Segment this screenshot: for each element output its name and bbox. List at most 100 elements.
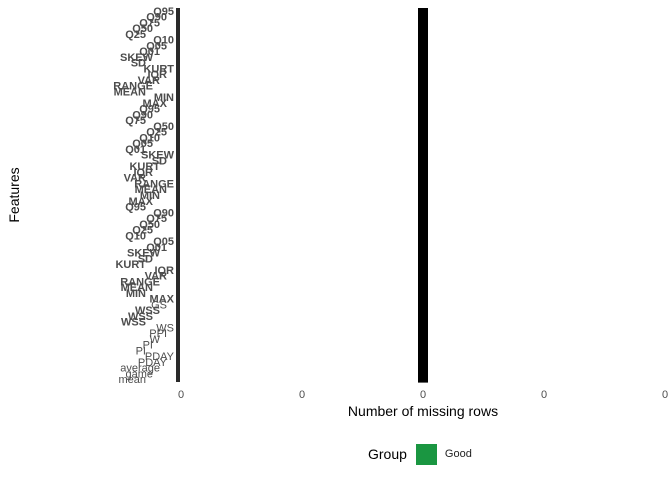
- y-tick-label: WSS: [121, 317, 146, 329]
- y-tick-label: Q05: [153, 236, 174, 248]
- y-tick-label: PI: [143, 340, 153, 352]
- bar: [418, 266, 428, 274]
- bar: [418, 255, 428, 262]
- bar: [418, 278, 428, 285]
- y-tick-label: MIN: [140, 190, 160, 202]
- bar: [418, 42, 428, 49]
- y-tick-label: Q10: [125, 230, 146, 242]
- bar: [418, 180, 428, 187]
- y-tick-label: IQR: [154, 265, 174, 277]
- bar: [418, 353, 428, 360]
- bar: [418, 146, 428, 153]
- bar: [418, 128, 428, 136]
- y-tick-label: PDAY: [145, 351, 175, 363]
- y-tick-label: KURT: [115, 259, 146, 271]
- y-tick-label: PPI: [149, 328, 167, 340]
- y-tick-label: Q90: [146, 12, 167, 24]
- bar: [418, 71, 428, 78]
- bar: [418, 307, 428, 314]
- bar: [418, 203, 428, 210]
- bar: [418, 284, 428, 291]
- y-tick-label: SD: [131, 58, 146, 70]
- bar: [418, 220, 428, 228]
- bar: [418, 117, 428, 124]
- y-tick-label: Q05: [132, 138, 153, 150]
- y-tick-label: Q10: [153, 35, 174, 47]
- y-tick-label: Q05: [146, 40, 167, 52]
- bar: [418, 134, 428, 141]
- bar: [418, 358, 428, 366]
- bar: [418, 36, 428, 44]
- y-tick-label: PI: [136, 345, 146, 357]
- bar: [418, 289, 428, 297]
- bar: [418, 88, 428, 95]
- bar: [418, 364, 428, 372]
- bar: [418, 347, 428, 354]
- y-tick-label: RANGE: [113, 81, 153, 93]
- bar: [418, 238, 428, 245]
- bar: [418, 192, 428, 199]
- y-tick-label: Q10: [139, 132, 160, 144]
- bar: [418, 370, 428, 377]
- bar: [418, 335, 428, 343]
- y-tick-label: SD: [152, 155, 167, 167]
- y-tick-label: Q50: [139, 219, 160, 231]
- y-tick-label: Q01: [146, 242, 167, 254]
- y-tick-label: SKEW: [120, 52, 154, 64]
- bar: [418, 54, 428, 61]
- y-axis-title: Features: [6, 167, 22, 222]
- bar: [418, 318, 428, 326]
- y-tick-label: Q75: [146, 213, 167, 225]
- y-tick-label: VAR: [145, 271, 167, 283]
- bar: [418, 100, 428, 107]
- bar: [418, 324, 428, 331]
- bar: [418, 226, 428, 233]
- bars: [176, 8, 428, 383]
- y-tick-label: MEAN: [121, 282, 153, 294]
- bar: [418, 376, 428, 383]
- y-tick-label: GS: [151, 299, 167, 311]
- bar: [418, 59, 428, 67]
- bar: [418, 25, 428, 32]
- legend: Group Good: [368, 440, 472, 468]
- y-tick-label: Q75: [125, 115, 146, 127]
- x-axis-title: Number of missing rows: [348, 403, 498, 419]
- bar: [418, 151, 428, 159]
- legend-key-good: [415, 443, 437, 465]
- y-tick-label: Q90: [153, 207, 174, 219]
- bar: [418, 105, 428, 113]
- x-tick-label: 0: [541, 389, 547, 401]
- bar: [418, 94, 428, 101]
- bar: [418, 77, 428, 84]
- y-tick-label: VAR: [124, 173, 146, 185]
- y-tick-label: KURT: [129, 161, 160, 173]
- y-tick-label: WSS: [135, 305, 160, 317]
- y-tick-label: Q75: [139, 17, 160, 29]
- x-tick-label: 0: [420, 389, 426, 401]
- bar: [418, 65, 428, 72]
- y-tick-label: MAX: [129, 196, 154, 208]
- y-tick-label: MIN: [126, 288, 146, 300]
- y-tick-label: Q95: [139, 104, 160, 116]
- y-tick-label: average: [120, 363, 160, 375]
- y-tick-label: SKEW: [127, 248, 161, 260]
- bar: [418, 157, 428, 164]
- y-tick-label: RANGE: [134, 178, 174, 190]
- y-tick-label: SKEW: [141, 150, 175, 162]
- bar: [418, 301, 428, 308]
- y-tick-label: MIN: [154, 92, 174, 104]
- y-tick-label: Q25: [132, 225, 153, 237]
- y-tick-label: Q50: [153, 121, 174, 133]
- bar: [418, 186, 428, 193]
- bar: [418, 209, 428, 216]
- y-tick-label: WSS: [128, 311, 153, 323]
- y-tick-label: SD: [138, 253, 153, 265]
- y-tick-label: IQR: [133, 167, 153, 179]
- bar: [418, 163, 428, 170]
- bar: [418, 330, 428, 337]
- bar: [418, 13, 428, 21]
- y-tick-label: Q50: [132, 23, 153, 35]
- bar: [418, 261, 428, 268]
- x-tick-label: 0: [178, 389, 184, 401]
